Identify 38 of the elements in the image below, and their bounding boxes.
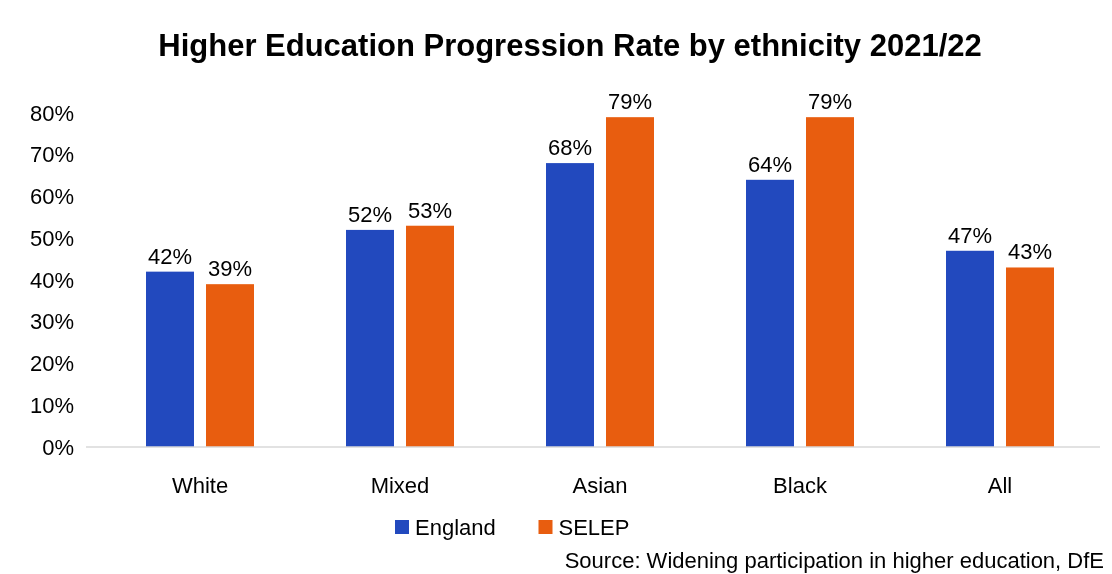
legend-label: England (415, 514, 496, 540)
y-tick-label: 30% (29, 309, 74, 335)
y-tick-label: 70% (29, 142, 74, 168)
y-tick-label: 60% (29, 184, 74, 210)
y-tick-label: 40% (29, 267, 74, 293)
legend-label: SELEP (558, 514, 630, 540)
bar (546, 163, 594, 447)
bar (1006, 267, 1054, 447)
data-label: 42% (147, 243, 193, 269)
x-tick-label: Black (773, 473, 828, 498)
y-tick-label: 0% (42, 434, 74, 460)
data-label: 79% (807, 89, 853, 115)
bar (146, 271, 194, 447)
x-tick-label: Asian (572, 473, 628, 498)
data-label: 39% (207, 256, 253, 282)
bar (606, 117, 654, 447)
y-tick-label: 80% (29, 100, 74, 126)
data-label: 43% (1007, 239, 1053, 265)
x-tick-label: White (171, 473, 229, 498)
bar (946, 250, 994, 447)
data-label: 52% (347, 201, 393, 227)
data-label: 64% (747, 151, 793, 177)
data-label: 68% (547, 135, 593, 161)
x-tick-label: All (987, 473, 1013, 498)
y-tick-label: 10% (29, 392, 74, 418)
bar (406, 225, 454, 447)
data-label: 53% (407, 197, 453, 223)
bar (346, 229, 394, 447)
bar (746, 179, 794, 447)
bar (206, 284, 254, 447)
data-label: 79% (607, 89, 653, 115)
source-note: Source: Widening participation in higher education, DfE (564, 548, 1104, 573)
chart-title: Higher Education Progression Rate by ethnicity 2021/22 (158, 28, 982, 63)
y-tick-label: 50% (29, 225, 74, 251)
y-tick-label: 20% (29, 351, 74, 377)
bar (806, 117, 854, 447)
data-label: 47% (947, 222, 993, 248)
x-tick-label: Mixed (370, 473, 430, 498)
